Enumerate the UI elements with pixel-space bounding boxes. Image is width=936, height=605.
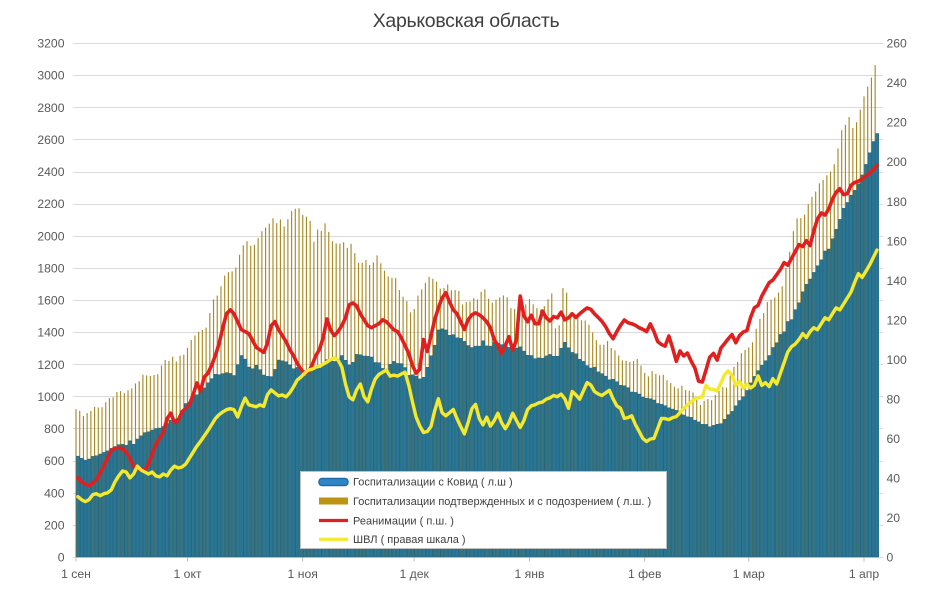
svg-text:1800: 1800 bbox=[37, 262, 64, 276]
svg-text:2800: 2800 bbox=[37, 101, 64, 115]
svg-text:2400: 2400 bbox=[37, 165, 64, 179]
svg-text:3000: 3000 bbox=[37, 69, 64, 83]
svg-text:Госпитализации подтвержденных: Госпитализации подтвержденных и с подозр… bbox=[353, 496, 651, 508]
svg-text:1200: 1200 bbox=[37, 358, 64, 372]
svg-text:100: 100 bbox=[887, 353, 908, 367]
svg-text:Реанимации ( п.ш. ): Реанимации ( п.ш. ) bbox=[353, 515, 454, 527]
svg-text:Госпитализации с Ковид ( л.ш ): Госпитализации с Ковид ( л.ш ) bbox=[353, 477, 513, 489]
svg-text:1 окт: 1 окт bbox=[174, 567, 202, 581]
svg-text:200: 200 bbox=[887, 155, 908, 169]
svg-text:1 янв: 1 янв bbox=[515, 567, 545, 581]
svg-text:160: 160 bbox=[887, 234, 908, 248]
svg-text:220: 220 bbox=[887, 116, 908, 130]
svg-text:800: 800 bbox=[44, 422, 65, 436]
svg-text:1 ноя: 1 ноя bbox=[288, 567, 318, 581]
svg-text:40: 40 bbox=[887, 472, 901, 486]
svg-text:1 дек: 1 дек bbox=[400, 567, 430, 581]
svg-text:600: 600 bbox=[44, 454, 65, 468]
svg-text:2600: 2600 bbox=[37, 133, 64, 147]
svg-text:120: 120 bbox=[887, 313, 908, 327]
svg-text:260: 260 bbox=[887, 37, 908, 51]
svg-text:1000: 1000 bbox=[37, 390, 64, 404]
svg-text:1600: 1600 bbox=[37, 294, 64, 308]
svg-text:ШВЛ ( правая шкала ): ШВЛ ( правая шкала ) bbox=[353, 534, 466, 546]
svg-text:Харьковская область: Харьковская область bbox=[373, 10, 560, 32]
svg-text:80: 80 bbox=[887, 392, 901, 406]
svg-text:200: 200 bbox=[44, 519, 65, 533]
svg-text:2200: 2200 bbox=[37, 197, 64, 211]
svg-text:1 апр: 1 апр bbox=[849, 567, 880, 581]
svg-text:2000: 2000 bbox=[37, 229, 64, 243]
svg-text:0: 0 bbox=[887, 551, 894, 565]
svg-text:1 сен: 1 сен bbox=[61, 567, 91, 581]
svg-text:1 мар: 1 мар bbox=[733, 567, 765, 581]
svg-text:20: 20 bbox=[887, 511, 901, 525]
svg-text:0: 0 bbox=[58, 551, 65, 565]
svg-text:60: 60 bbox=[887, 432, 901, 446]
svg-text:1400: 1400 bbox=[37, 326, 64, 340]
svg-text:180: 180 bbox=[887, 195, 908, 209]
svg-text:140: 140 bbox=[887, 274, 908, 288]
svg-text:400: 400 bbox=[44, 486, 65, 500]
svg-text:240: 240 bbox=[887, 76, 908, 90]
svg-text:3200: 3200 bbox=[37, 37, 64, 51]
svg-text:1 фев: 1 фев bbox=[628, 567, 661, 581]
